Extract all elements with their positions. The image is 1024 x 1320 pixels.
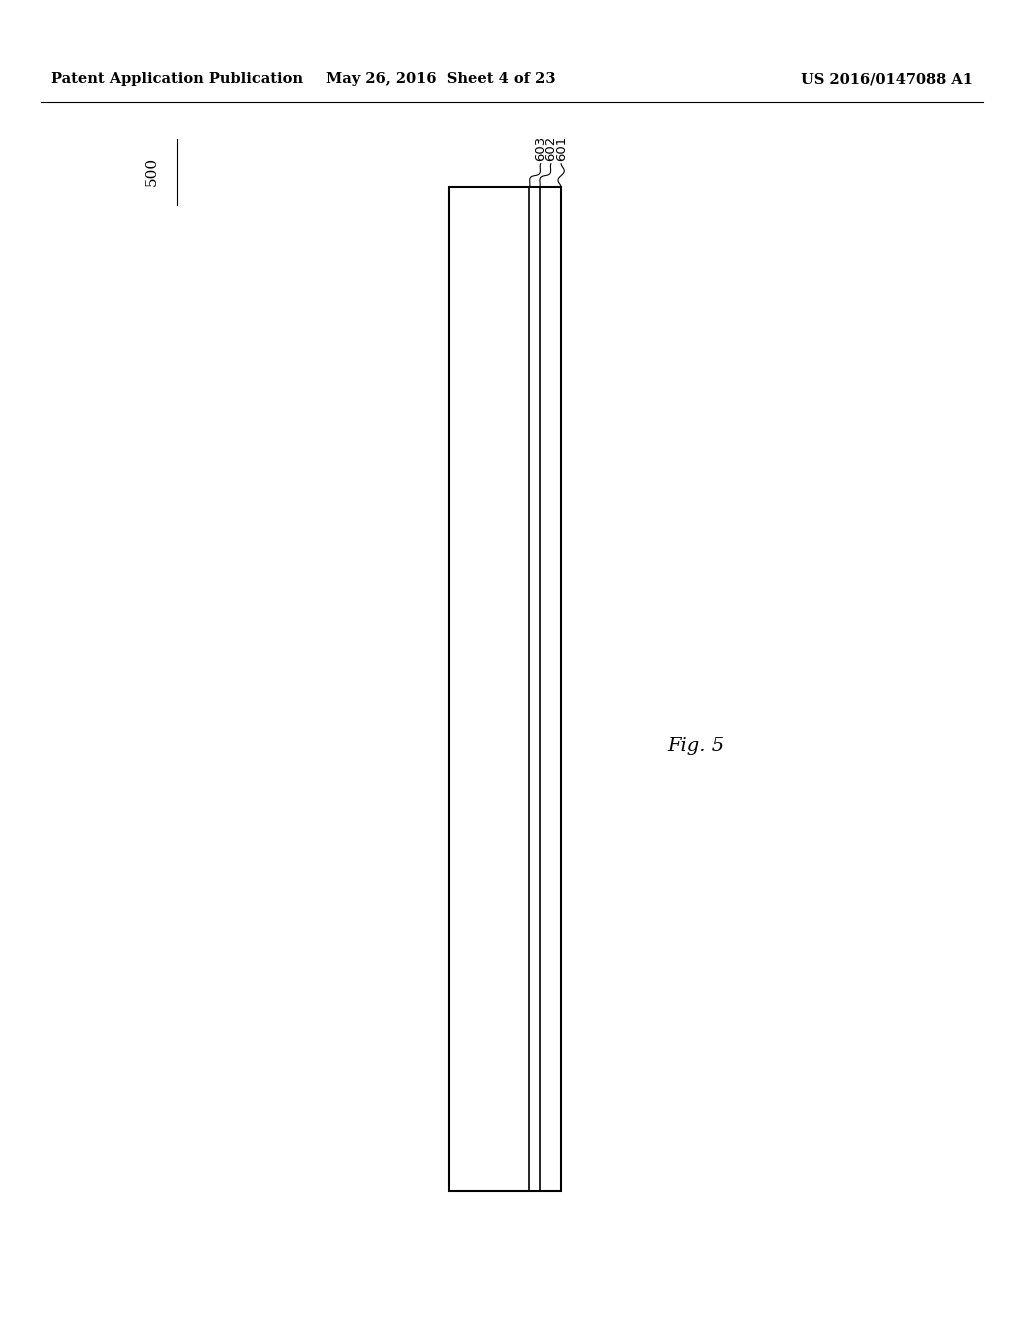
Text: 500: 500 xyxy=(144,157,159,186)
Text: 601: 601 xyxy=(555,136,567,161)
Text: US 2016/0147088 A1: US 2016/0147088 A1 xyxy=(801,73,973,86)
Text: 602: 602 xyxy=(545,136,557,161)
Text: Fig. 5: Fig. 5 xyxy=(668,737,725,755)
Text: May 26, 2016  Sheet 4 of 23: May 26, 2016 Sheet 4 of 23 xyxy=(326,73,555,86)
Text: Patent Application Publication: Patent Application Publication xyxy=(51,73,303,86)
Bar xyxy=(449,187,561,1191)
Text: 603: 603 xyxy=(535,136,547,161)
